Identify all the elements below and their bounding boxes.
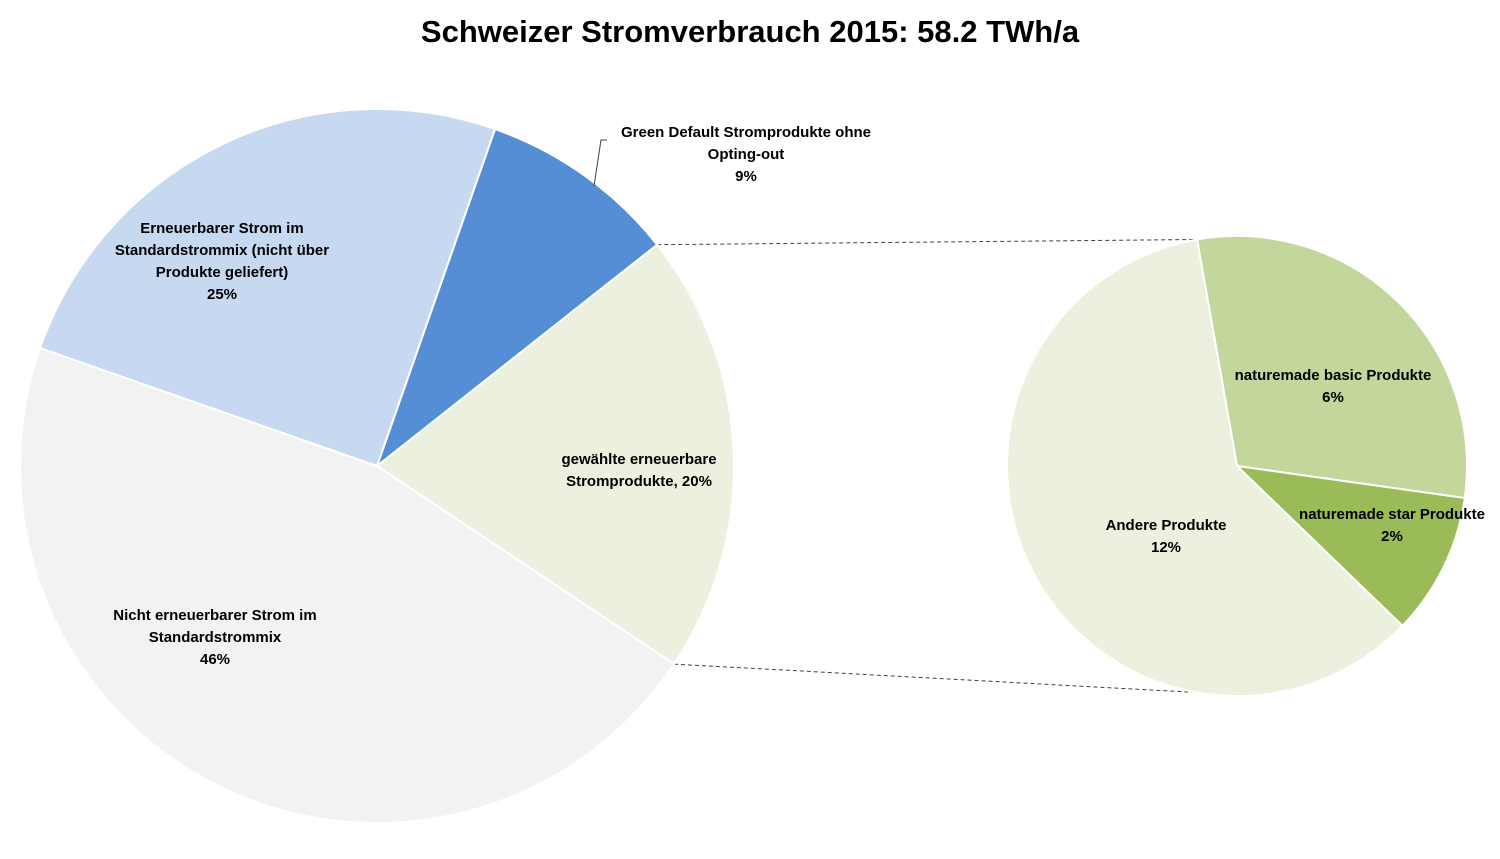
breakout-pie: [1006, 235, 1468, 697]
main-pie-label-1: Green Default Stromprodukte ohne Opting-o…: [621, 124, 871, 185]
breakout-pie-label-2: naturemade star Produkte 2%: [1299, 506, 1485, 545]
breakout-pie-label-1: naturemade basic Produkte 6%: [1235, 367, 1432, 406]
breakout-pie-slice-3: [1006, 238, 1404, 697]
leader-line: [593, 139, 607, 187]
breakout-pie-slice-1: [1195, 235, 1468, 500]
chart-title: Schweizer Stromverbrauch 2015: 58.2 TWh/…: [420, 14, 1080, 49]
connector-line-bottom: [673, 663, 1198, 693]
main-pie-slice-4: [38, 108, 497, 468]
main-pie-label-2: gewählte erneuerbare Stromprodukte, 20%: [561, 451, 716, 490]
connector-line-top: [657, 239, 1198, 246]
connector-lines: [657, 239, 1198, 693]
main-pie-slice-2: [375, 243, 735, 666]
main-pie-slice-3: [19, 346, 676, 824]
main-pie: [19, 108, 735, 824]
breakout-pie-label-3: Andere Produkte 12%: [1106, 517, 1227, 556]
main-pie-slice-1: [374, 127, 659, 469]
breakout-pie-slice-2: [1234, 464, 1466, 628]
main-pie-label-4: Erneuerbarer Strom im Standardstrommix (n…: [115, 220, 329, 303]
main-pie-label-3: Nicht erneuerbarer Strom im Standardstrom…: [113, 607, 316, 668]
slice-labels: Green Default Stromprodukte ohne Opting-o…: [113, 124, 1485, 668]
